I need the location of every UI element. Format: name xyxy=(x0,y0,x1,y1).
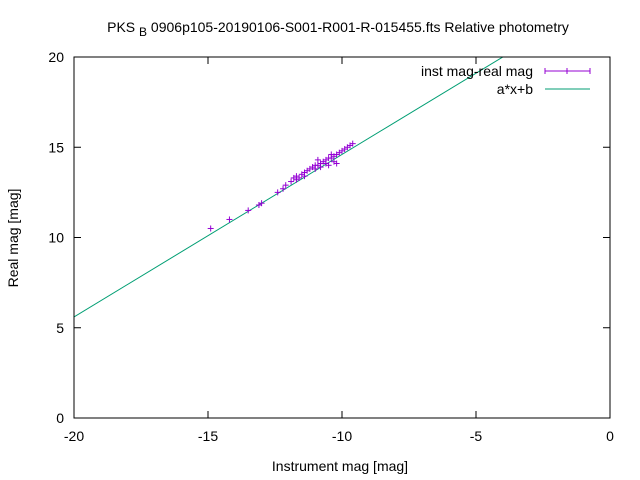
legend-label-points: inst mag-real mag xyxy=(421,63,533,79)
data-point xyxy=(293,176,300,183)
data-point xyxy=(301,173,308,180)
y-tick-label: 10 xyxy=(48,230,64,246)
data-point xyxy=(325,162,332,169)
plot-frame xyxy=(73,56,611,419)
data-point xyxy=(207,225,214,232)
y-tick-label: 0 xyxy=(56,410,64,426)
y-axis-label: Real mag [mag] xyxy=(5,189,21,288)
axis-ticks: -20 -15 -10 -5 0 0 5 10 15 20 xyxy=(48,49,614,444)
x-tick-label: -10 xyxy=(332,428,352,444)
chart-title-prefix: PKS xyxy=(107,19,135,35)
y-tick-label: 5 xyxy=(56,320,64,336)
data-point xyxy=(333,160,340,167)
data-point xyxy=(317,164,324,171)
chart-title-subscript: B xyxy=(139,25,147,39)
legend-swatch-points xyxy=(544,68,591,74)
data-point xyxy=(328,151,335,158)
x-tick-label: -20 xyxy=(64,428,84,444)
data-point xyxy=(226,216,233,223)
y-tick-label: 20 xyxy=(48,49,64,65)
data-point xyxy=(314,156,321,163)
y-tick-label: 15 xyxy=(48,139,64,155)
legend-label-fit: a*x+b xyxy=(497,81,533,97)
data-point xyxy=(282,182,289,189)
x-tick-label: -15 xyxy=(198,428,218,444)
x-tick-label: -5 xyxy=(470,428,483,444)
x-tick-label: 0 xyxy=(606,428,614,444)
data-point xyxy=(245,207,252,214)
plot-area xyxy=(74,57,504,318)
data-point xyxy=(280,185,287,192)
fit-line xyxy=(74,57,504,318)
data-point xyxy=(274,189,281,196)
data-point xyxy=(258,200,265,207)
data-point xyxy=(312,165,319,172)
chart-title: PKS B 0906p105-20190106-S001-R001-R-0154… xyxy=(107,19,569,39)
data-point xyxy=(288,178,295,185)
x-axis-label: Instrument mag [mag] xyxy=(272,458,408,474)
legend: inst mag-real mag a*x+b xyxy=(421,63,591,97)
chart-title-suffix: 0906p105-20190106-S001-R001-R-015455.fts… xyxy=(151,19,569,35)
data-point xyxy=(349,140,356,147)
